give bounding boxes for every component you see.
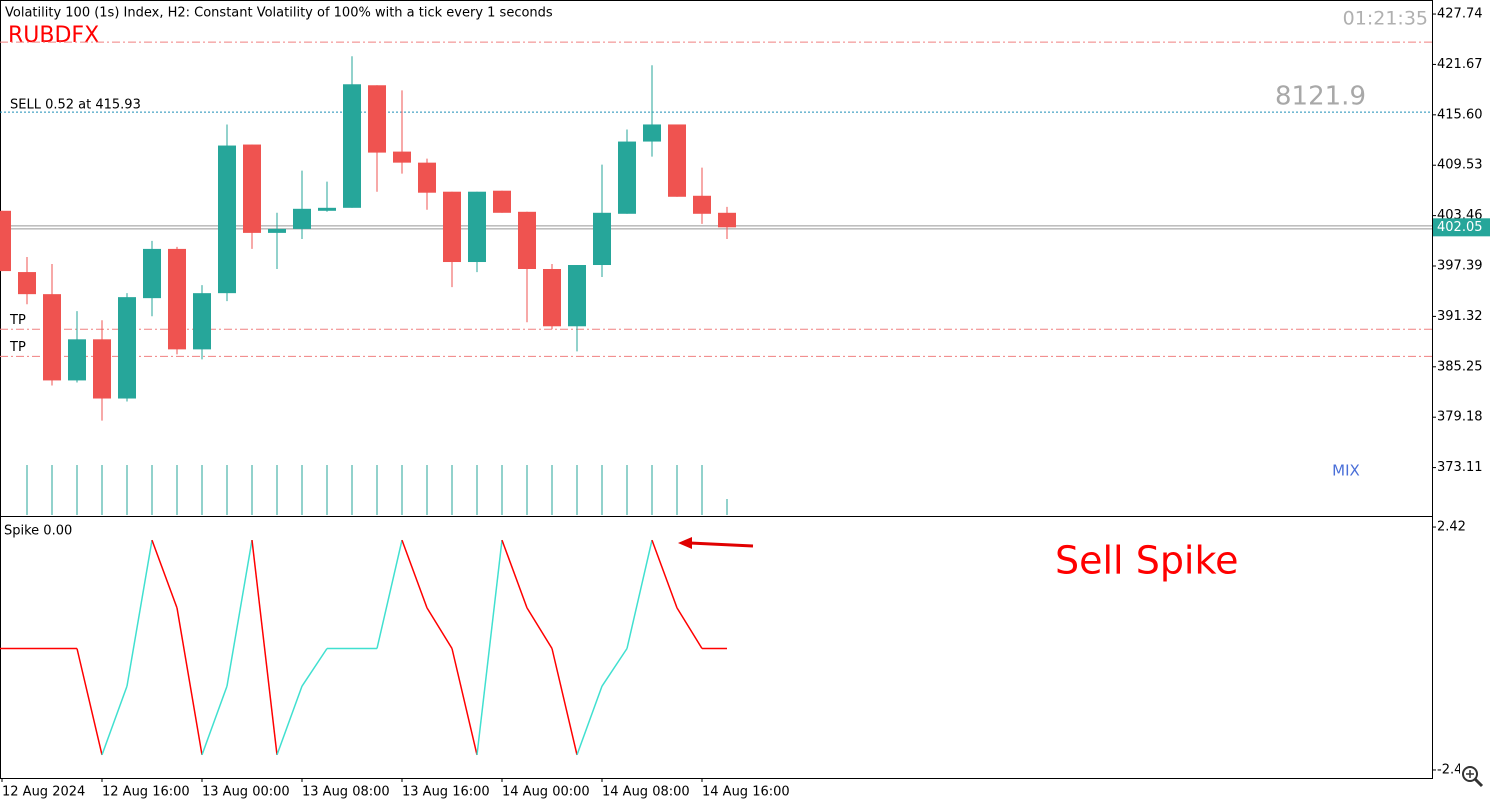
- candle-body: [68, 339, 86, 381]
- spike-segment: [576, 685, 603, 756]
- candle-body: [0, 210, 11, 272]
- candle-body: [668, 124, 686, 197]
- y-tick-label: 373.11: [1437, 460, 1483, 475]
- balance: 8121.9: [1275, 82, 1366, 112]
- annotation: Sell Spike: [1055, 539, 1239, 583]
- candle-body: [318, 207, 336, 211]
- spike-segment: [676, 607, 703, 649]
- spike-segment: [226, 539, 253, 687]
- spike-segment: [376, 539, 403, 649]
- y-tick-label: 421.67: [1437, 57, 1483, 72]
- candle-body: [193, 293, 211, 350]
- candle-body: [118, 297, 136, 399]
- x-tick-label: 13 Aug 08:00: [302, 785, 390, 800]
- spike-segment: [251, 540, 278, 755]
- spike-segment: [426, 607, 453, 649]
- mix-label: MIX: [1332, 462, 1360, 480]
- spike-segment: [301, 648, 328, 687]
- spike-segment: [101, 685, 128, 756]
- indicator-title: Spike 0.00: [4, 524, 72, 539]
- spike-segment: [626, 539, 653, 649]
- price-tag-label: 402.05: [1437, 220, 1483, 235]
- candle-body: [718, 212, 736, 228]
- spike-segment: [76, 648, 103, 756]
- candle-body: [643, 124, 661, 142]
- arrow: [678, 537, 754, 549]
- candle-body: [418, 162, 436, 193]
- candle-body: [93, 339, 111, 399]
- spike-segment: [201, 685, 228, 756]
- candle-body: [593, 212, 611, 266]
- spike-segment: [401, 539, 428, 609]
- candle-body: [568, 265, 586, 327]
- y-tick-label: 379.18: [1437, 410, 1483, 425]
- spike-segment: [651, 539, 678, 609]
- candle-body: [393, 151, 411, 163]
- spike-segment: [176, 607, 203, 756]
- y-tick-label: 385.25: [1437, 359, 1483, 374]
- candle-body: [518, 211, 536, 269]
- tp-label: TP: [9, 313, 26, 328]
- candle-body: [168, 248, 186, 350]
- brand: RUBDFX: [8, 23, 99, 48]
- order-label: SELL 0.52 at 415.93: [10, 98, 141, 113]
- timer: 01:21:35: [1343, 8, 1428, 30]
- candle-body: [293, 208, 311, 229]
- spike-segment: [126, 539, 153, 687]
- price-tag: [1433, 218, 1490, 237]
- frame: [0, 0, 1433, 779]
- candle-body: [243, 144, 261, 233]
- x-tick-label: 12 Aug 16:00: [102, 785, 190, 800]
- y-tick-label: 391.32: [1437, 309, 1483, 324]
- y-tick-label: 427.74: [1437, 7, 1483, 22]
- chart-title: Volatility 100 (1s) Index, H2: Constant …: [5, 6, 553, 21]
- x-tick-label: 12 Aug 2024: [2, 785, 85, 800]
- x-tick-label: 14 Aug 00:00: [502, 785, 590, 800]
- candle-body: [368, 85, 386, 153]
- candle-body: [618, 141, 636, 214]
- y-tick-label: 415.60: [1437, 107, 1483, 122]
- zoom-icon[interactable]: [1460, 762, 1490, 788]
- y-tick-label: 397.39: [1437, 259, 1483, 274]
- tp-label: TP: [9, 340, 26, 355]
- x-tick-label: 13 Aug 00:00: [202, 785, 290, 800]
- candle-body: [468, 191, 486, 263]
- spike-segment: [451, 648, 478, 756]
- x-tick-label: 14 Aug 16:00: [702, 785, 790, 800]
- candle-body: [693, 195, 711, 214]
- spike-segment: [501, 539, 528, 609]
- spike-segment: [151, 539, 178, 609]
- candle-body: [143, 248, 161, 299]
- candle-body: [543, 268, 561, 327]
- spike-segment: [601, 648, 628, 687]
- y-tick-label: 2.42: [1437, 520, 1466, 535]
- spike-segment: [276, 685, 303, 756]
- x-tick-label: 13 Aug 16:00: [402, 785, 490, 800]
- candle-body: [218, 145, 236, 294]
- candle-body: [443, 191, 461, 263]
- candle-body: [18, 272, 36, 295]
- candle-body: [268, 228, 286, 233]
- candle-body: [493, 190, 511, 213]
- y-tick-label: 409.53: [1437, 158, 1483, 173]
- spike-segment: [551, 648, 578, 756]
- x-tick-label: 14 Aug 08:00: [602, 785, 690, 800]
- spike-segment: [526, 607, 553, 649]
- spike-segment: [476, 540, 503, 755]
- candle-body: [43, 294, 61, 381]
- candle-body: [343, 84, 361, 208]
